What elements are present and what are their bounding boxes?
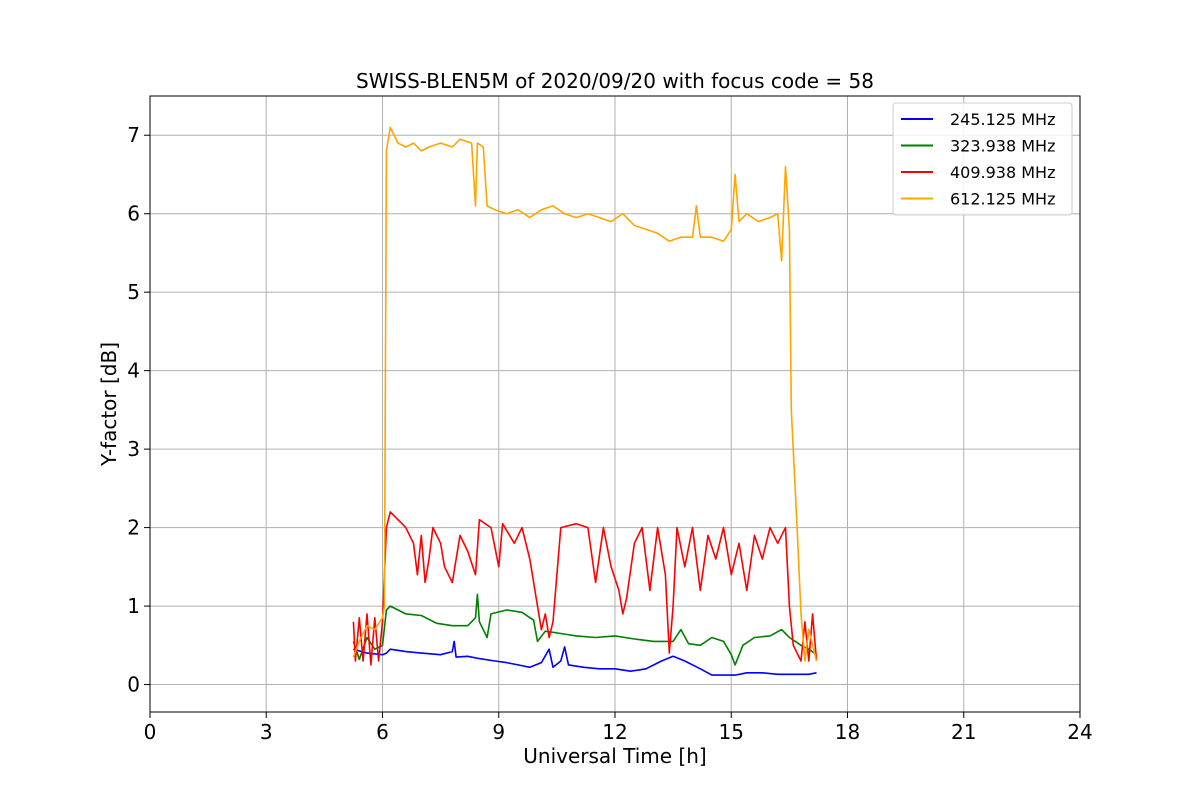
legend-label: 612.125 MHz [950,190,1055,209]
y-axis-ticks: 0 1 2 3 4 5 6 7 [127,123,150,697]
y-tick-label: 1 [127,594,140,618]
series-line-2 [352,511,818,666]
x-tick-label: 6 [376,720,389,744]
legend-label: 409.938 MHz [950,163,1055,182]
y-tick-label: 2 [127,516,140,540]
x-tick-label: 24 [1067,720,1092,744]
x-tick-label: 18 [835,720,860,744]
legend: 245.125 MHz 323.938 MHz 409.938 MHz 612.125… [892,102,1073,216]
x-tick-label: 0 [144,720,157,744]
series-line-0 [353,640,817,676]
x-axis-ticks: 0 3 6 9 12 15 18 21 24 [144,712,1093,744]
series-layer [352,126,818,676]
series-line-3 [352,126,818,662]
legend-label: 323.938 MHz [950,137,1055,156]
chart-title: SWISS-BLEN5M of 2020/09/20 with focus co… [356,69,874,93]
y-tick-label: 6 [127,202,140,226]
y-tick-label: 4 [127,359,140,383]
x-tick-label: 21 [951,720,976,744]
legend-label: 245.125 MHz [950,110,1055,129]
x-tick-label: 15 [719,720,744,744]
y-tick-label: 3 [127,437,140,461]
x-tick-label: 3 [260,720,273,744]
legend-box [892,102,1073,216]
x-axis-label: Universal Time [h] [523,744,706,768]
series-line-1 [352,593,817,666]
y-axis-label: Y-factor [dB] [97,342,121,467]
y-tick-label: 7 [127,123,140,147]
y-tick-label: 0 [127,673,140,697]
y-tick-label: 5 [127,280,140,304]
x-tick-label: 12 [602,720,627,744]
x-tick-label: 9 [492,720,505,744]
